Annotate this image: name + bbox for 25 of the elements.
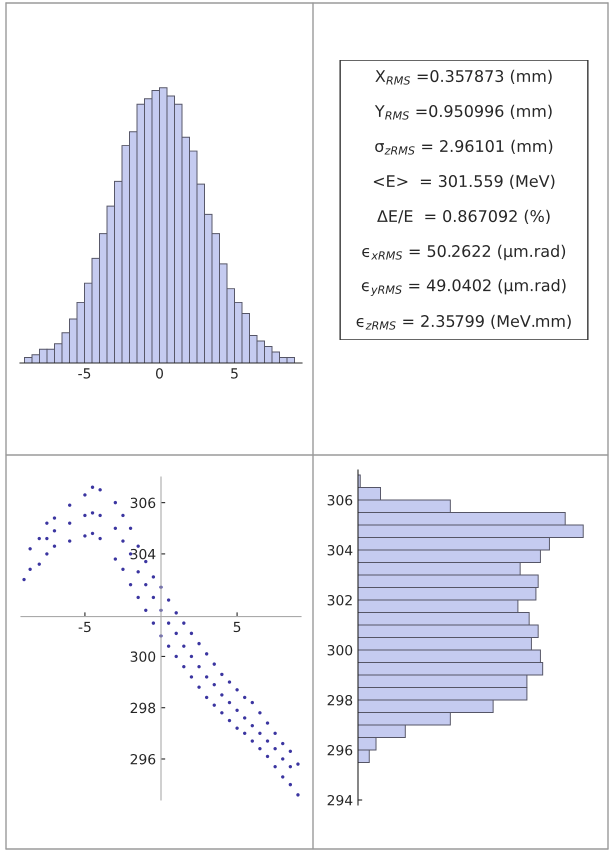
y-tick-label: 302 — [328, 594, 352, 606]
text: ϵ$_{zRMS}$ = 2.35799 (MeV.mm) — [356, 314, 571, 330]
text: Y$_{RMS}$ =0.950996 (mm) — [374, 104, 552, 120]
y-tick-label: 306 — [328, 494, 352, 506]
y-tick-label: 300 — [328, 644, 352, 656]
x-tick-label: -5 — [78, 622, 91, 632]
x-tick-label: 0 — [156, 368, 163, 379]
x-tick-label: 5 — [234, 622, 240, 632]
text: ϵ$_{yRMS}$ = 49.0402 (μm.rad) — [362, 278, 566, 296]
y-tick-label: 304 — [328, 544, 352, 556]
y-tick-label: 294 — [328, 794, 352, 806]
text: σ$_{zRMS}$ = 2.96101 (mm) — [375, 140, 552, 155]
text: ΔE/E = 0.867092 (%) — [377, 210, 550, 224]
y-tick-label: 300 — [130, 651, 156, 662]
y-tick-label: 304 — [130, 548, 156, 560]
text: X$_{RMS}$ =0.357873 (mm) — [375, 70, 552, 85]
text: <E> = 301.559 (MeV) — [374, 174, 554, 190]
x-tick-label: -5 — [78, 368, 90, 379]
y-tick-label: 306 — [130, 498, 156, 508]
y-tick-label: 296 — [328, 744, 352, 756]
y-tick-label: 296 — [130, 754, 156, 764]
text: ϵ$_{xRMS}$ = 50.2622 (μm.rad) — [362, 244, 566, 260]
x-tick-label: 5 — [231, 368, 238, 379]
y-tick-label: 298 — [130, 702, 156, 714]
y-tick-label: 298 — [328, 694, 352, 706]
